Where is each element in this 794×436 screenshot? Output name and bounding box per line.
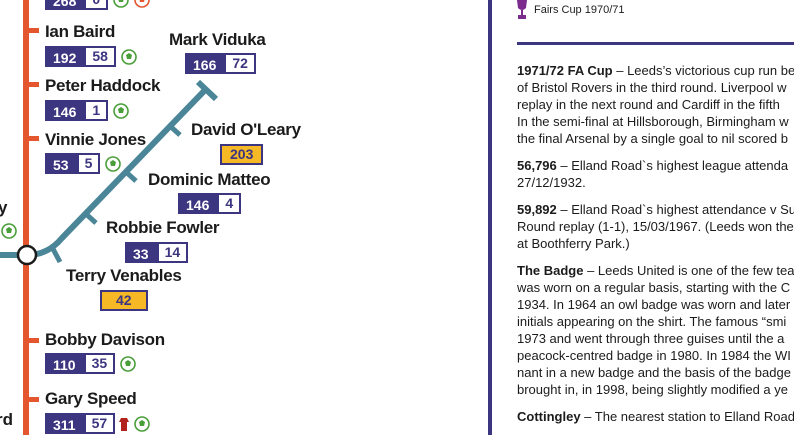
appearances: 166 [185,53,225,74]
fact-line: brought in, in 1998, being slightly modi… [517,382,789,397]
fact-line: – Leeds’s victorious cup run be [612,63,794,78]
fact-line: Round replay (1-1), 15/03/1967. (Leeds w… [517,219,794,234]
station-terry-venables: Terry Venables [66,266,182,285]
fact-paragraph: 59,892 – Elland Road`s highest attendanc… [517,201,794,252]
football-icon [1,223,17,239]
section-rule [517,42,794,45]
fact-heading: 59,892 [517,202,557,217]
fact-heading: Cottingley [517,409,581,424]
station-peter-haddock: Peter Haddock [45,76,161,95]
player-stats: 192 58 [45,46,137,67]
football-icon [113,102,129,119]
station-david-oleary: David O'Leary [191,120,301,139]
facts-panel: 1971/72 FA Cup – Leeds’s victorious cup … [517,62,794,435]
fact-line: was worn on a regular basis, starting wi… [517,280,791,295]
station-robbie-fowler: Robbie Fowler [106,218,220,237]
player-stats: 203 [220,144,264,165]
fact-paragraph: 1971/72 FA Cup – Leeds’s victorious cup … [517,62,794,147]
goals: 57 [83,413,116,434]
appearances: 311 [45,413,84,434]
fact-line: replay in the next round and Cardiff in … [517,97,780,112]
station-tick [124,170,138,183]
fact-line: initials appearing on the shirt. The fam… [517,314,787,329]
fact-line: nant in a new badge and the basis of the… [517,365,791,380]
goals: 72 [224,53,256,74]
trophy-icon [517,0,527,19]
fact-line: – Leeds United is one of the few tea [583,263,794,278]
station-tick [49,245,63,264]
fact-line: In the semi-final at Hillsborough, Birmi… [517,114,789,129]
shirt-icon [119,417,130,431]
appearances-manager: 203 [220,144,264,165]
fact-line: 1934. In 1964 an owl badge was worn and … [517,297,791,312]
goals: 4 [217,193,242,214]
fact-line: – Elland Road`s highest league attenda [556,158,789,173]
station-dominic-matteo: Dominic Matteo [148,170,271,189]
trophy-caption: Fairs Cup 1970/71 [534,4,625,16]
station-tick [29,82,39,87]
appearances-manager: 42 [100,290,148,311]
goals: 58 [84,46,116,67]
fact-line: 27/12/1932. [517,175,586,190]
appearances: 146 [178,193,218,214]
football-icon [134,0,150,8]
football-icon [121,48,137,65]
fact-paragraph: The Badge – Leeds United is one of the f… [517,262,794,398]
football-icon [113,0,129,8]
fact-heading: The Badge [517,263,584,278]
station-tick [29,28,39,33]
football-icon [120,355,136,372]
station-tick [29,136,39,141]
line-end-cap [195,79,219,102]
player-stats: 110 35 [45,353,136,374]
station-mark-viduka: Mark Viduka [169,30,266,49]
station-partial-left: y [0,198,8,217]
appearances: 110 [45,353,84,374]
football-icon [105,155,122,172]
station-ian-baird: Ian Baird [45,22,116,41]
appearances: 268 [45,0,85,10]
station-tick [168,124,182,137]
panel-divider [488,0,492,435]
goals: 14 [156,242,189,263]
player-stats: 311 57 [45,413,150,434]
fact-paragraph: 56,796 – Elland Road`s highest league at… [517,157,794,191]
fact-heading: 1971/72 FA Cup [517,63,613,78]
fact-paragraph: Cottingley – The nearest station to Ella… [517,408,794,425]
fact-line: – The nearest station to Elland Road [580,409,794,424]
goals: 1 [84,100,109,121]
fact-line: – Elland Road`s highest attendance v Su [556,202,794,217]
player-stats: 33 14 [125,242,189,263]
player-stats: 268 0 [45,0,150,10]
appearances: 192 [45,46,85,67]
station-vinnie-jones: Vinnie Jones [45,130,146,149]
fact-line: at Boothferry Park.) [517,236,630,251]
station-tick [29,338,39,343]
station-tick [84,212,98,225]
goals: 35 [83,353,116,374]
interchange-station [16,244,38,266]
player-stats: 42 [100,290,148,311]
fact-line: 1973 and went through three guises until… [517,331,785,346]
station-bobby-davison: Bobby Davison [45,330,165,349]
fact-line: the final Arsenal by a single goal to ni… [517,131,789,146]
station-tick [29,397,39,402]
appearances: 33 [125,242,157,263]
football-icon [134,415,150,432]
fact-line: peacock-centred badge in 1980. In 1984 t… [517,348,791,363]
appearances: 146 [45,100,85,121]
orange-line [23,0,29,435]
fact-heading: 56,796 [517,158,557,173]
player-stats: 53 5 [45,153,122,174]
goals: 5 [76,153,101,174]
player-stats: 146 1 [45,100,129,121]
goals: 0 [84,0,109,10]
station-partial-bottom: rd [0,410,13,429]
player-stats: 166 72 [185,53,256,74]
player-stats: 146 4 [178,193,242,214]
fact-line: of Bristol Rovers in the third round. Li… [517,80,787,95]
appearances: 53 [45,153,77,174]
station-gary-speed: Gary Speed [45,389,137,408]
